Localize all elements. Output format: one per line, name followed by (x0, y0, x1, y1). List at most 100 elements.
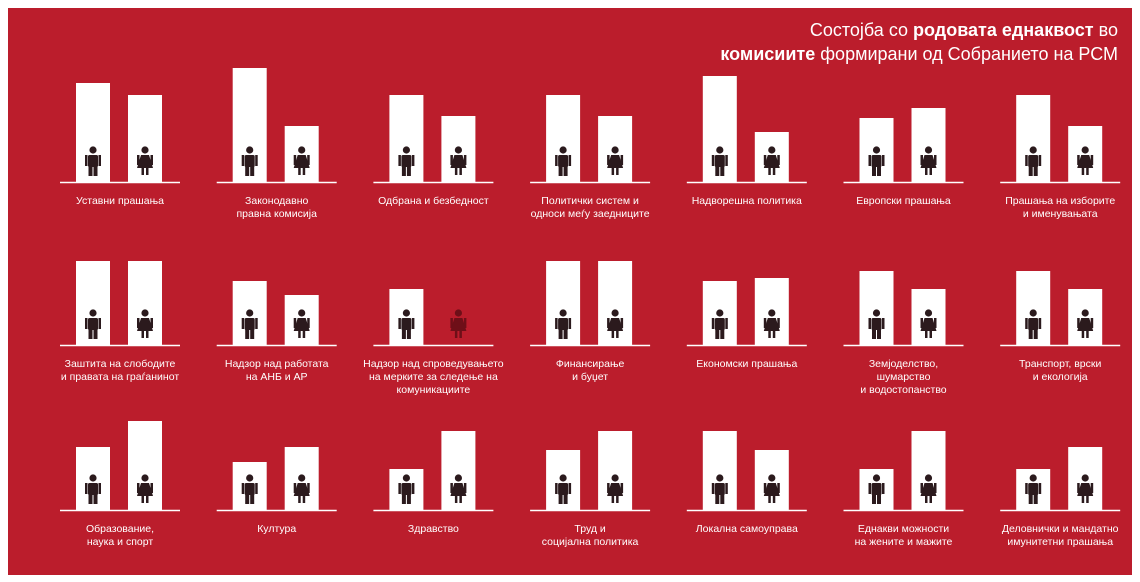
icon-leg (250, 494, 255, 504)
icon-arm (150, 483, 153, 493)
icon-head (1081, 309, 1089, 317)
category-label: Здравство (408, 523, 459, 535)
icon-body (763, 318, 780, 331)
icon-leg (93, 166, 98, 176)
male-icon (85, 309, 101, 339)
category-label: на АНБ и АР (246, 371, 308, 383)
icon-head (716, 309, 724, 317)
icon-head (611, 474, 619, 482)
icon-body (1028, 155, 1039, 167)
icon-arm (920, 318, 923, 328)
icon-body (88, 155, 98, 167)
icon-arm (411, 318, 415, 329)
category-label: на жените и мажите (855, 536, 953, 548)
icon-body (714, 318, 725, 330)
icon-arm (1077, 318, 1080, 328)
icon-leg (872, 329, 876, 339)
icon-leg (245, 329, 250, 339)
male-icon (85, 146, 101, 176)
icon-arm (555, 318, 558, 329)
category-label: шумарство (877, 371, 931, 383)
icon-leg (250, 166, 255, 176)
bar (389, 95, 424, 182)
icon-arm (1025, 318, 1028, 329)
icon-head (559, 146, 567, 154)
female-icon (137, 146, 153, 175)
icon-body (607, 318, 624, 331)
category-label: Заштита на слободите (65, 358, 176, 370)
male-icon (555, 146, 572, 176)
category-label: социјална политика (542, 536, 639, 548)
female-icon (450, 146, 467, 175)
icon-leg (406, 166, 411, 176)
male-icon (1025, 474, 1042, 504)
icon-leg (558, 494, 563, 504)
male-icon (711, 146, 728, 176)
icon-arm (307, 483, 310, 493)
icon-leg (1081, 496, 1085, 503)
icon-leg (401, 329, 406, 339)
icon-arm (620, 318, 624, 328)
icon-arm (934, 483, 937, 493)
icon-leg (1081, 331, 1085, 338)
icon-arm (98, 155, 101, 166)
icon-leg (715, 329, 720, 339)
female-icon (763, 146, 780, 175)
icon-body (88, 483, 98, 495)
icon-leg (720, 494, 725, 504)
icon-leg (146, 168, 149, 175)
bar (859, 271, 894, 345)
category-label: на мерките за следење на (369, 371, 498, 383)
icon-leg (93, 494, 98, 504)
female-icon (607, 474, 624, 503)
icon-arm (450, 155, 453, 165)
icon-head (559, 309, 567, 317)
icon-arm (607, 318, 610, 328)
icon-arm (1090, 318, 1094, 328)
female-icon (1077, 474, 1094, 503)
icon-body (137, 318, 153, 331)
icon-leg (298, 496, 301, 503)
category-label: комуникациите (397, 384, 471, 396)
icon-arm (241, 483, 245, 494)
icon-leg (925, 331, 928, 338)
icon-body (871, 483, 882, 495)
female-icon (293, 474, 310, 503)
icon-leg (563, 494, 568, 504)
icon-head (141, 146, 149, 154)
icon-body (1077, 483, 1094, 496)
icon-arm (868, 155, 871, 166)
category-label: Одбрана и безбедност (378, 195, 489, 207)
icon-leg (459, 496, 462, 503)
icon-arm (137, 318, 140, 328)
icon-leg (302, 496, 306, 503)
bar (1016, 95, 1051, 182)
icon-body (450, 483, 467, 496)
icon-arm (450, 483, 453, 493)
bar (598, 431, 633, 510)
icon-leg (558, 166, 563, 176)
icon-head (402, 146, 410, 154)
icon-body (607, 483, 624, 496)
icon-leg (459, 331, 462, 338)
icon-head (716, 474, 724, 482)
icon-arm (450, 318, 453, 328)
male-icon (241, 146, 258, 176)
category-label: Прашања на изборите (1005, 195, 1115, 207)
category-label: Надзор над работата (225, 358, 329, 370)
category-label: Локална самоуправа (696, 523, 798, 535)
icon-leg (872, 166, 876, 176)
female-icon (293, 309, 310, 338)
icon-head (1029, 146, 1037, 154)
icon-leg (772, 168, 776, 175)
icon-head (246, 146, 254, 154)
title-part: во (1094, 20, 1118, 40)
female-icon (607, 309, 624, 338)
icon-leg (298, 331, 301, 338)
icon-body (401, 318, 412, 330)
icon-leg (616, 168, 619, 175)
icon-body (401, 483, 412, 495)
icon-leg (88, 494, 93, 504)
icon-body (558, 318, 569, 330)
icon-body (88, 318, 98, 330)
